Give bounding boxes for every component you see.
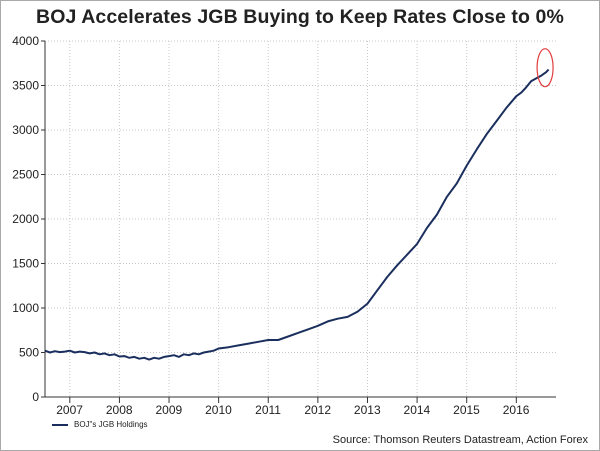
y-tick-label: 3500 bbox=[12, 79, 39, 93]
y-tick-label: 3000 bbox=[12, 123, 39, 137]
legend-swatch bbox=[52, 423, 68, 426]
legend: BOJ"s JGB Holdings bbox=[52, 420, 148, 429]
y-tick-label: 1500 bbox=[12, 257, 39, 271]
y-tick-label: 2000 bbox=[12, 212, 39, 226]
source-note: Source: Thomson Reuters Datastream, Acti… bbox=[332, 434, 588, 446]
highlight-ellipse bbox=[536, 48, 554, 88]
series-line bbox=[44, 68, 550, 361]
x-tick-label: 2012 bbox=[304, 403, 331, 417]
x-tick-label: 2014 bbox=[404, 403, 431, 417]
y-tick-label: 0 bbox=[32, 390, 39, 404]
x-tick-label: 2011 bbox=[255, 403, 281, 417]
x-tick-label: 2009 bbox=[155, 403, 182, 417]
y-tick-label: 500 bbox=[19, 346, 39, 360]
y-tick-label: 2500 bbox=[12, 168, 39, 182]
chart-title: BOJ Accelerates JGB Buying to Keep Rates… bbox=[36, 6, 564, 28]
x-tick-label: 2010 bbox=[205, 403, 232, 417]
legend-label: BOJ"s JGB Holdings bbox=[74, 420, 148, 429]
x-tick-label: 2007 bbox=[56, 403, 83, 417]
y-tick-label: 4000 bbox=[12, 34, 39, 48]
x-tick-label: 2008 bbox=[106, 403, 133, 417]
y-tick-label: 1000 bbox=[12, 301, 39, 315]
x-tick-label: 2013 bbox=[354, 403, 381, 417]
x-tick-label: 2015 bbox=[453, 403, 480, 417]
x-tick-label: 2016 bbox=[503, 403, 530, 417]
